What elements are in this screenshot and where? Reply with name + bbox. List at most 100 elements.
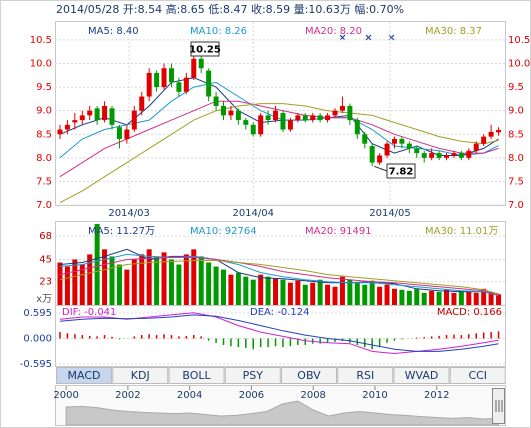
volume-bar xyxy=(339,276,345,305)
y-tick-label: 10.0 xyxy=(30,59,52,70)
tab-label[interactable]: OBV xyxy=(297,369,321,382)
volume-bar xyxy=(161,252,167,305)
ma-line xyxy=(59,248,499,295)
x-tick-label: 2012 xyxy=(424,390,449,401)
legend-entry: MA5: 8.40 xyxy=(88,26,139,37)
tab-label[interactable]: WVAD xyxy=(405,369,439,382)
tab[interactable] xyxy=(281,367,337,384)
macd-bar xyxy=(252,338,254,350)
candle-body xyxy=(317,115,323,121)
overview-handle[interactable] xyxy=(492,388,505,424)
volume-bar xyxy=(377,286,383,305)
x-tick-label: 2014/05 xyxy=(369,208,411,219)
ma-line xyxy=(59,256,499,297)
lower-panel xyxy=(55,221,506,367)
tab[interactable] xyxy=(337,367,394,384)
volume-bar xyxy=(64,266,70,305)
volume-bar xyxy=(72,259,78,305)
y-tick-label-right: 8.5 xyxy=(508,129,524,140)
tab-label[interactable]: CCI xyxy=(468,369,487,382)
macd-bar xyxy=(497,331,500,339)
candle-body xyxy=(466,150,472,158)
ma-line xyxy=(59,103,499,204)
tab[interactable] xyxy=(449,367,506,384)
y-tick-label: 8.0 xyxy=(36,153,52,164)
macd-bar xyxy=(74,334,76,339)
volume-bar xyxy=(79,264,85,305)
tab-label[interactable]: PSY xyxy=(243,369,264,382)
candle-body xyxy=(347,105,353,121)
tab[interactable] xyxy=(168,367,225,384)
candle-body xyxy=(146,72,152,97)
macd-bar xyxy=(282,338,284,348)
callout-leader xyxy=(374,165,388,172)
macd-bar xyxy=(215,338,217,343)
volume-bar xyxy=(488,292,494,305)
volume-bar xyxy=(183,254,189,305)
candle-body xyxy=(79,115,85,121)
volume-bar xyxy=(146,249,152,305)
volume-bar xyxy=(496,294,502,305)
macd-bar xyxy=(393,338,396,341)
y-tick-label-right: 10.0 xyxy=(508,59,530,70)
volume-bar xyxy=(421,292,427,305)
candle-body xyxy=(258,115,264,135)
candle-body xyxy=(87,110,93,116)
tab-label[interactable]: BOLL xyxy=(182,369,211,382)
legend-entry: MACD: 0.166 xyxy=(437,307,502,318)
candle-body xyxy=(399,138,405,144)
macd-bar xyxy=(371,338,373,350)
macd-bar xyxy=(207,338,210,341)
tab[interactable] xyxy=(224,367,281,384)
macd-bar xyxy=(111,336,113,339)
tab-label[interactable]: MACD xyxy=(68,369,101,382)
volume-bar xyxy=(302,284,308,305)
volume-bar xyxy=(391,288,397,305)
macd-bar xyxy=(88,335,91,339)
tab-label[interactable]: RSI xyxy=(356,369,374,382)
candle-body xyxy=(191,58,197,78)
volume-bar xyxy=(154,256,160,305)
tab-label[interactable]: KDJ xyxy=(131,369,150,382)
legend-entry: MA20: 8.20 xyxy=(305,26,362,37)
candle-body xyxy=(332,110,338,116)
y-tick-label: 23 xyxy=(39,277,52,288)
tab[interactable] xyxy=(393,367,450,384)
macd-bar xyxy=(363,338,366,348)
volume-bar xyxy=(139,254,145,305)
candle-body xyxy=(481,136,487,144)
macd-bar xyxy=(237,338,240,348)
ma-line xyxy=(59,314,499,352)
y-tick-label: 45 xyxy=(39,254,52,265)
volume-bar xyxy=(221,269,227,305)
macd-bar xyxy=(140,335,143,339)
macd-bar xyxy=(170,335,173,339)
candle-body xyxy=(391,138,397,144)
macd-bar xyxy=(148,334,150,339)
candle-body xyxy=(488,131,494,137)
candle-body xyxy=(406,143,412,149)
macd-bar xyxy=(96,336,98,339)
macd-bar xyxy=(245,338,247,348)
volume-bar xyxy=(213,266,219,305)
y-tick-label-right: 7.5 xyxy=(508,176,524,187)
y-tick-label-right: 9.5 xyxy=(508,82,524,93)
candle-body xyxy=(102,105,108,121)
x-tick-label: 2010 xyxy=(362,390,387,401)
tab[interactable] xyxy=(56,367,112,384)
callout-label: 10.25 xyxy=(189,45,221,56)
macd-bar xyxy=(222,338,225,345)
y-tick-label: 7.5 xyxy=(36,176,52,187)
y-tick-label: 9.5 xyxy=(36,82,52,93)
x-tick-label: 2014/04 xyxy=(232,208,274,219)
tab[interactable] xyxy=(112,367,169,384)
volume-bar xyxy=(399,289,405,305)
ma-line xyxy=(59,260,499,295)
candle-body xyxy=(429,153,435,158)
candle-body xyxy=(287,120,293,130)
volume-bar xyxy=(414,288,420,305)
event-marker xyxy=(339,34,346,41)
candle-body xyxy=(131,110,137,130)
y-tick-label: 9.0 xyxy=(36,106,52,117)
